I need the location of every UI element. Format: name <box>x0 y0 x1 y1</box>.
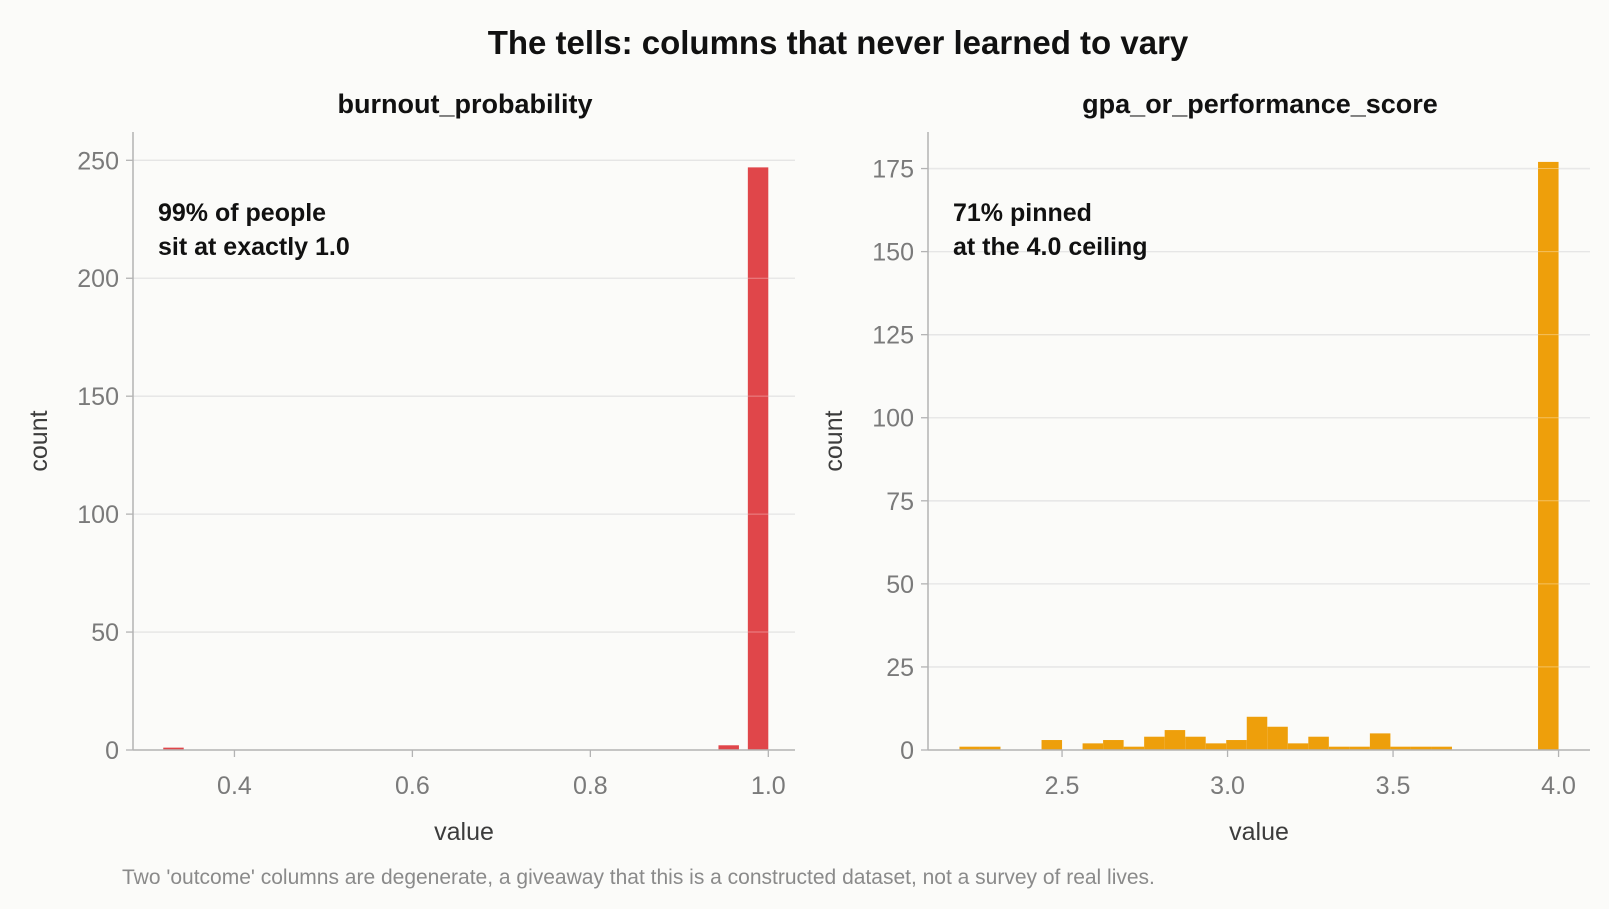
y-tick-label: 50 <box>886 571 914 599</box>
x-tick-label: 4.0 <box>1541 772 1576 800</box>
y-tick-label: 25 <box>886 654 914 682</box>
histogram-bar <box>1390 746 1411 750</box>
x-tick-label: 3.0 <box>1210 772 1245 800</box>
histogram-bar <box>1431 746 1452 750</box>
y-tick-label: 0 <box>900 737 914 765</box>
histogram-bar <box>1082 743 1104 750</box>
x-tick-label: 1.0 <box>751 772 786 800</box>
y-tick-label: 0 <box>105 737 119 765</box>
x-axis-label: value <box>434 818 494 846</box>
panel-burnout-probability: burnout_probability 0 50 100 150 200 250 0.4 0.… <box>25 89 795 846</box>
histogram-bar <box>747 167 769 750</box>
x-tick-label: 2.5 <box>1045 772 1080 800</box>
figure-caption: Two 'outcome' columns are degenerate, a … <box>122 866 1155 889</box>
histogram-bar <box>1103 740 1124 750</box>
histogram-bar <box>1041 740 1063 750</box>
y-axis-label: count <box>25 410 53 471</box>
histogram-bar <box>718 745 739 750</box>
y-tick-label: 100 <box>77 501 119 529</box>
histogram-bar <box>1144 736 1165 750</box>
y-tick-label: 75 <box>886 488 914 516</box>
histogram-bar <box>163 747 184 750</box>
y-tick-label: 125 <box>872 322 914 350</box>
x-tick-label: 3.5 <box>1376 772 1411 800</box>
x-axis-label: value <box>1229 818 1289 846</box>
panel-gpa-or-performance-score: gpa_or_performance_score 0 25 50 75 100 125 15… <box>820 89 1590 846</box>
x-tick-label: 0.4 <box>217 772 252 800</box>
histogram-bar <box>979 746 1001 750</box>
histogram-bar <box>959 746 980 750</box>
x-tick-label: 0.8 <box>573 772 608 800</box>
histogram-bar <box>1205 743 1227 750</box>
histogram-bar <box>1410 746 1432 750</box>
histogram-bar <box>1246 716 1268 750</box>
histogram-bar <box>1538 161 1559 751</box>
annotation-text: at the 4.0 ceiling <box>953 233 1148 261</box>
histogram-bar <box>1267 726 1288 750</box>
annotation-text: 99% of people <box>158 199 326 227</box>
histogram-bar <box>1123 746 1145 750</box>
y-tick-label: 250 <box>77 147 119 175</box>
y-tick-label: 150 <box>77 383 119 411</box>
panel-title: burnout_probability <box>338 89 593 119</box>
figure-title: The tells: columns that never learned to… <box>488 24 1189 61</box>
y-tick-label: 150 <box>872 239 914 267</box>
y-tick-label: 100 <box>872 405 914 433</box>
panel-title: gpa_or_performance_score <box>1082 89 1438 119</box>
histogram-bar <box>1185 736 1206 750</box>
histogram-bar <box>1349 746 1370 750</box>
histogram-bar <box>1287 743 1309 750</box>
y-tick-label: 175 <box>872 156 914 184</box>
x-tick-label: 0.6 <box>395 772 430 800</box>
histogram-bar <box>1164 730 1186 750</box>
histogram-bar <box>1369 733 1391 750</box>
annotation-text: 71% pinned <box>953 199 1092 227</box>
histogram-bar <box>1308 736 1329 750</box>
histogram-bar <box>1328 746 1350 750</box>
y-tick-label: 200 <box>77 265 119 293</box>
annotation-text: sit at exactly 1.0 <box>158 233 350 261</box>
histogram-bar <box>1226 740 1247 750</box>
y-axis-label: count <box>820 410 848 471</box>
y-tick-label: 50 <box>91 619 119 647</box>
